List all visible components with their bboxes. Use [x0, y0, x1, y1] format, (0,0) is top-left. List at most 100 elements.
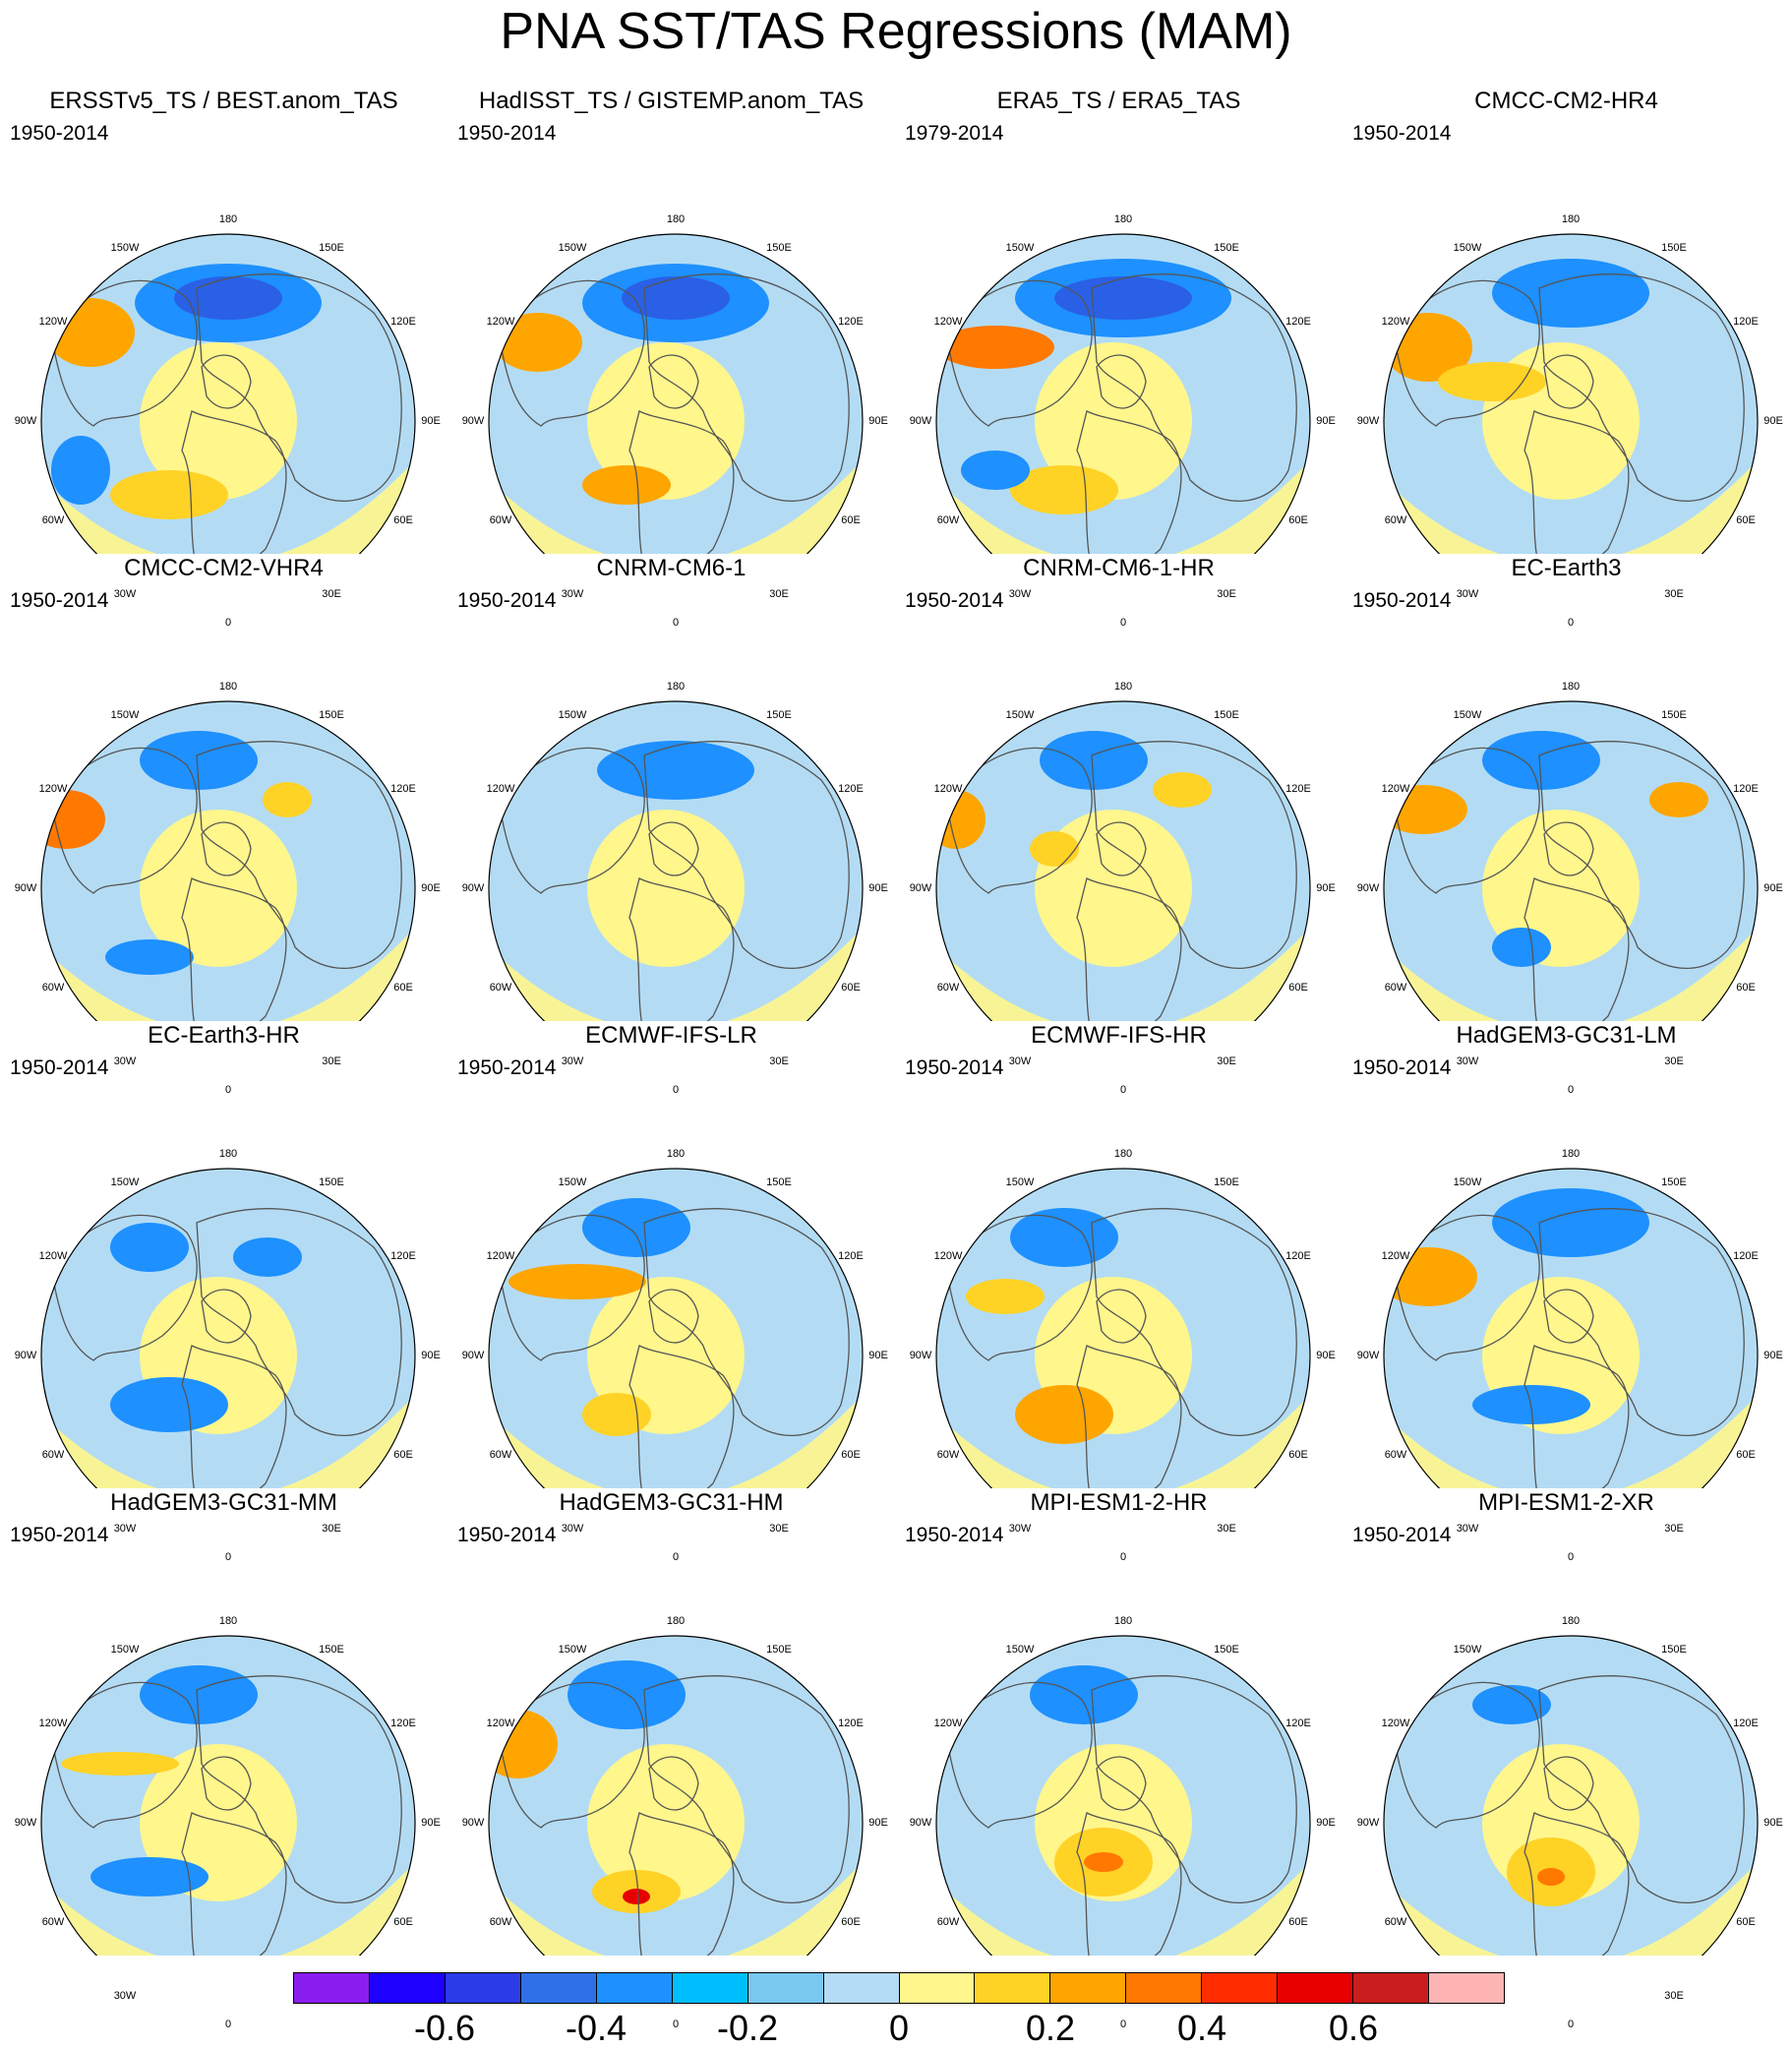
colorbar-box	[520, 1973, 597, 2003]
map-boundary	[40, 700, 416, 1021]
longitude-label-mid-lower-left: 60W	[936, 1449, 960, 1461]
longitude-label-upper-left: 150W	[1005, 242, 1035, 254]
longitude-label-lower-left: 30W	[1456, 1523, 1479, 1535]
longitude-label-mid-lower-left: 60W	[489, 1916, 512, 1928]
colorbar-box	[1429, 1973, 1504, 2003]
longitude-label-upper-right: 150E	[1214, 1644, 1239, 1656]
coastline-2	[648, 1289, 699, 1344]
longitude-label-right: 90E	[1316, 1817, 1336, 1829]
map-panel: HadGEM3-GC31-HM 1950-2014 180 150W 150E 120W 1…	[448, 1488, 895, 2030]
longitude-label-right: 90E	[421, 1817, 441, 1829]
field-pattern-0	[1010, 1208, 1118, 1267]
longitude-label-lower-right: 30E	[322, 588, 341, 600]
coastline-3	[628, 410, 735, 554]
map-panel: HadGEM3-GC31-MM 1950-2014 180 150W 150E 120W 1…	[0, 1488, 448, 2030]
colorbar-box	[1126, 1973, 1203, 2003]
longitude-label-bottom: 0	[1567, 2018, 1575, 2030]
field-pattern-0	[582, 1198, 690, 1257]
longitude-label-left: 90W	[461, 415, 485, 427]
panel-title: EC-Earth3-HR	[148, 1022, 300, 1049]
coastline-0	[50, 279, 198, 427]
longitude-label-mid-lower-left: 60W	[41, 1916, 65, 1928]
panel-period: 1950-2014	[10, 1524, 109, 1546]
field-pattern-0	[597, 741, 754, 800]
coastline-2	[201, 354, 252, 409]
longitude-label-right: 90E	[421, 882, 441, 894]
field-pattern-0	[1492, 1188, 1649, 1257]
longitude-label-upper-right: 150E	[319, 709, 344, 721]
map-panel: EC-Earth3-HR 1950-2014 180 150W 150E 120W 120E…	[0, 1021, 448, 1563]
panel-period: 1950-2014	[457, 589, 557, 612]
longitude-label-top: 180	[1113, 1615, 1133, 1627]
panel-period: 1950-2014	[1352, 1524, 1452, 1546]
map-panel: MPI-ESM1-2-XR 1950-2014 180 150W 150E 120W 120…	[1343, 1488, 1790, 2030]
longitude-label-mid-upper-left: 120W	[486, 1717, 515, 1729]
arctic-field	[140, 810, 297, 967]
field-pattern-2	[1438, 362, 1546, 401]
coastline-3	[1076, 410, 1182, 554]
coastline-2	[648, 821, 699, 876]
longitude-label-mid-upper-left: 120W	[1381, 316, 1410, 328]
field-pattern-1	[1054, 276, 1192, 320]
longitude-label-mid-lower-right: 60E	[1288, 1916, 1308, 1928]
longitude-label-mid-upper-right: 120E	[1285, 783, 1311, 795]
coastline-1	[643, 741, 850, 969]
panel-title: CNRM-CM6-1-HR	[1023, 555, 1215, 581]
field-pattern-2	[966, 1279, 1045, 1314]
longitude-label-upper-right: 150E	[766, 1176, 792, 1188]
coastline-2	[1096, 821, 1147, 876]
longitude-label-lower-right: 30E	[322, 1523, 341, 1535]
coastline-3	[181, 877, 287, 1021]
longitude-label-left: 90W	[14, 1817, 37, 1829]
longitude-label-left: 90W	[1356, 882, 1380, 894]
coastline-0	[50, 1214, 198, 1361]
field-pattern-2	[494, 313, 582, 372]
longitude-label-upper-left: 150W	[558, 1176, 587, 1188]
longitude-label-mid-upper-right: 120E	[1733, 1717, 1759, 1729]
longitude-label-mid-upper-right: 120E	[1285, 316, 1311, 328]
colorbar-box	[1050, 1973, 1127, 2003]
panel-period: 1950-2014	[10, 122, 109, 145]
map-boundary	[40, 233, 416, 554]
coastline-3	[1076, 1345, 1182, 1488]
longitude-label-mid-lower-right: 60E	[1736, 1449, 1756, 1461]
colorbar-box	[899, 1973, 976, 2003]
map-panel: ECMWF-IFS-LR 1950-2014 180 150W 150E 120W 120E…	[448, 1021, 895, 1563]
coastline-3	[1523, 1345, 1630, 1488]
longitude-label-mid-upper-right: 120E	[1733, 783, 1759, 795]
field-pattern-2	[936, 326, 1054, 369]
longitude-label-left: 90W	[909, 882, 932, 894]
polar-map	[1383, 700, 1759, 1021]
coastline-0	[945, 1214, 1093, 1361]
map-panel: CMCC-CM2-HR4 1950-2014 180 150W 150E 120W 120E…	[1343, 87, 1790, 629]
polar-map	[488, 1168, 864, 1488]
longitude-label-mid-lower-left: 60W	[41, 514, 65, 526]
polar-map	[40, 1168, 416, 1488]
coastline-2	[1543, 354, 1594, 409]
longitude-label-mid-lower-left: 60W	[1384, 982, 1407, 994]
colorbar-box	[1353, 1973, 1430, 2003]
longitude-label-mid-upper-left: 120W	[486, 316, 515, 328]
colorbar	[293, 1972, 1505, 2004]
longitude-label-upper-right: 150E	[319, 1644, 344, 1656]
field-pattern-1	[41, 790, 105, 849]
longitude-label-mid-upper-right: 120E	[390, 783, 416, 795]
longitude-label-right: 90E	[868, 415, 888, 427]
field-pattern-3	[110, 470, 228, 519]
longitude-label-lower-right: 30E	[769, 1523, 789, 1535]
field-pattern-1	[90, 1857, 209, 1897]
longitude-label-upper-left: 150W	[558, 709, 587, 721]
field-pattern-3	[1030, 831, 1079, 867]
map-boundary	[40, 1635, 416, 1956]
coastline-3	[1523, 1812, 1630, 1956]
field-pattern-0	[1492, 259, 1649, 328]
field-pattern-2	[582, 1393, 651, 1436]
coastline-1	[1538, 1675, 1745, 1903]
colorbar-tick-label: 0.4	[1176, 2008, 1227, 2048]
longitude-label-left: 90W	[909, 1350, 932, 1361]
longitude-label-left: 90W	[14, 1350, 37, 1361]
longitude-label-mid-upper-right: 120E	[1285, 1250, 1311, 1262]
colorbar-box	[596, 1973, 673, 2003]
longitude-label-mid-lower-left: 60W	[1384, 514, 1407, 526]
longitude-label-left: 90W	[461, 882, 485, 894]
